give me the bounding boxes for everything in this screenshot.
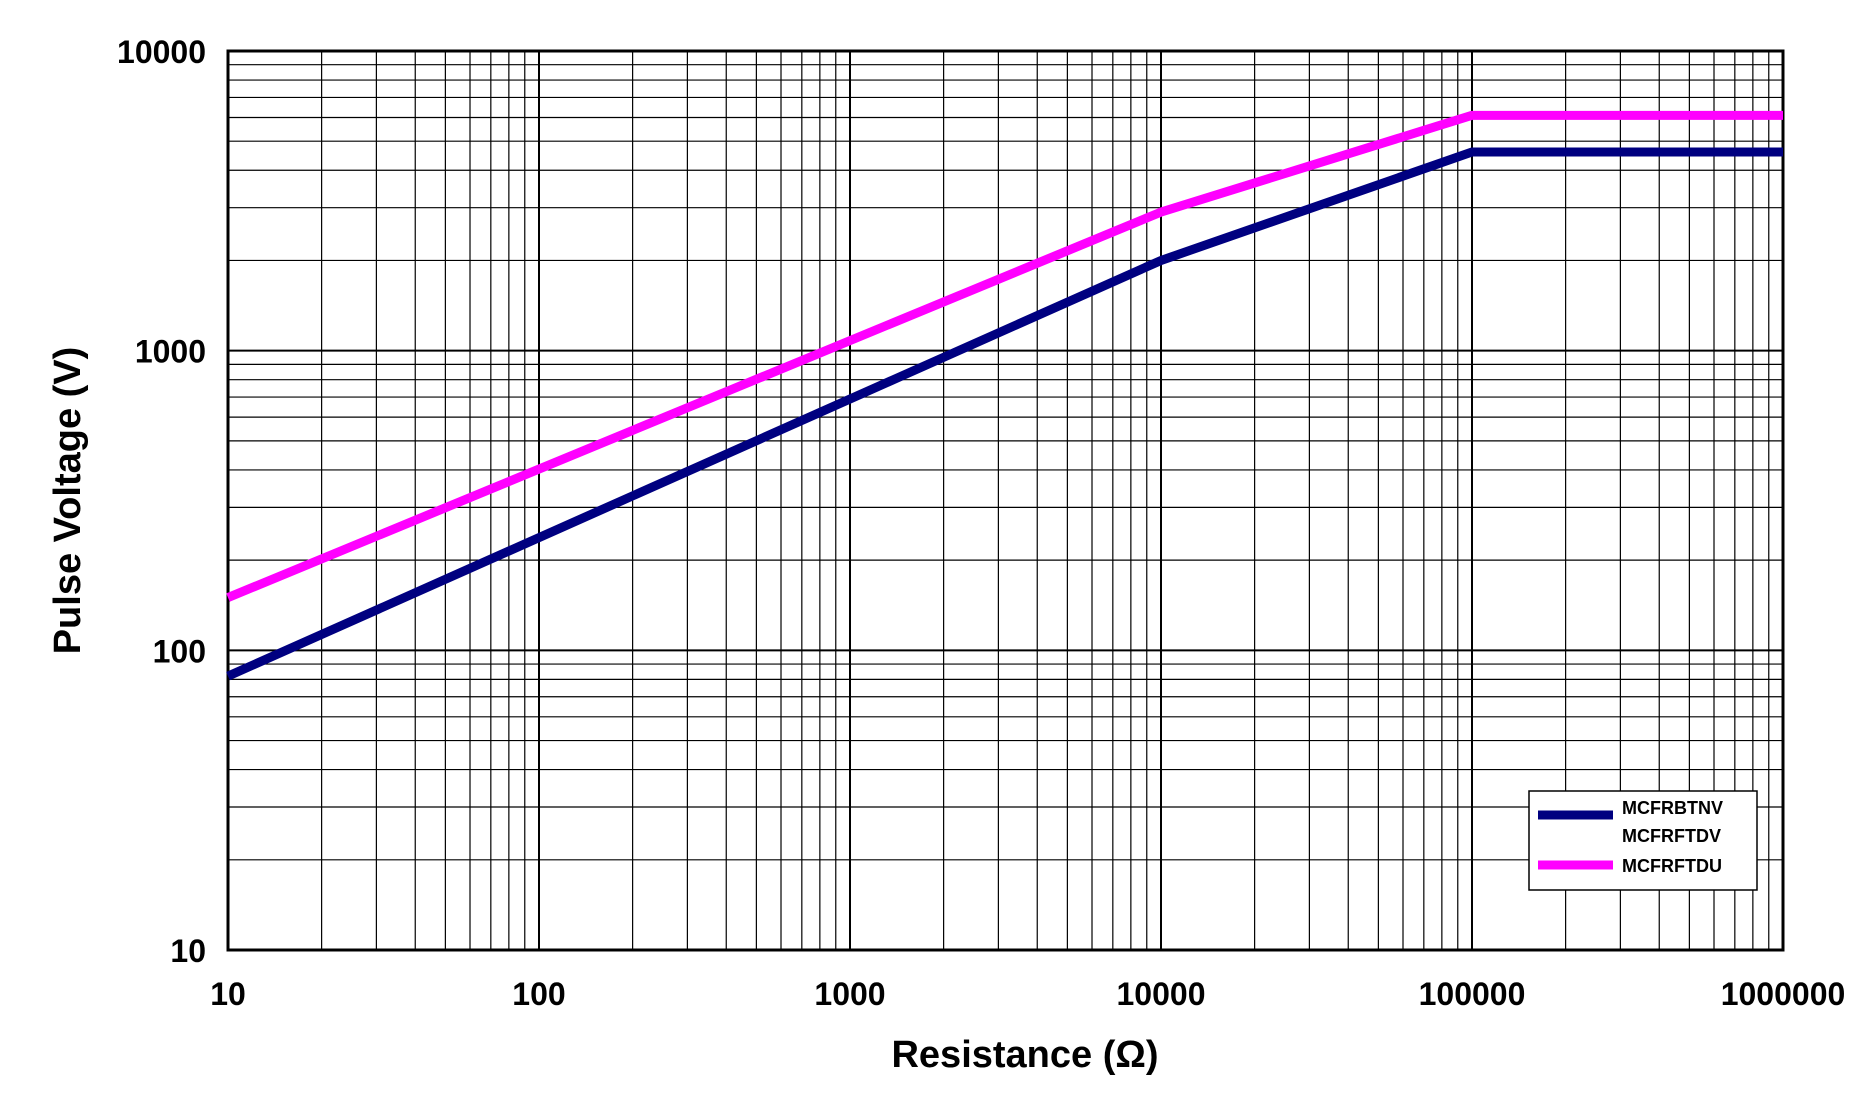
x-tick-label: 100 <box>512 976 565 1012</box>
series-line-mcfrftdu <box>226 110 1783 602</box>
x-tick-label: 1000000 <box>1721 976 1846 1012</box>
x-axis-title: Resistance (Ω) <box>891 1034 1158 1076</box>
tick-labels: 10 100 1000 10000 100000 1000000 10 100 1000 1000… <box>117 34 1845 1012</box>
plot-frame <box>226 49 1785 952</box>
x-tick-label: 10000 <box>1117 976 1206 1012</box>
y-tick-label: 10000 <box>117 34 206 70</box>
y-tick-label: 100 <box>153 633 206 669</box>
y-tick-label: 1000 <box>135 334 206 370</box>
x-tick-label: 100000 <box>1419 976 1526 1012</box>
x-tick-label: 10 <box>210 976 246 1012</box>
legend-label-mcfrftdu: MCFRFTDU <box>1622 856 1722 876</box>
legend-box <box>1528 790 1758 891</box>
legend-label-mcfrbtnv: MCFRBTNV <box>1622 798 1723 818</box>
series-line-mcfrbtnv <box>226 147 1783 681</box>
y-axis-title: Pulse Voltage (V) <box>47 347 89 655</box>
y-tick-label: 10 <box>170 933 206 969</box>
legend-label-mcfrftdv: MCFRFTDV <box>1622 826 1721 846</box>
legend: MCFRBTNV MCFRFTDV MCFRFTDU <box>1528 790 1758 891</box>
series-layer <box>226 110 1783 681</box>
x-tick-label: 1000 <box>814 976 885 1012</box>
